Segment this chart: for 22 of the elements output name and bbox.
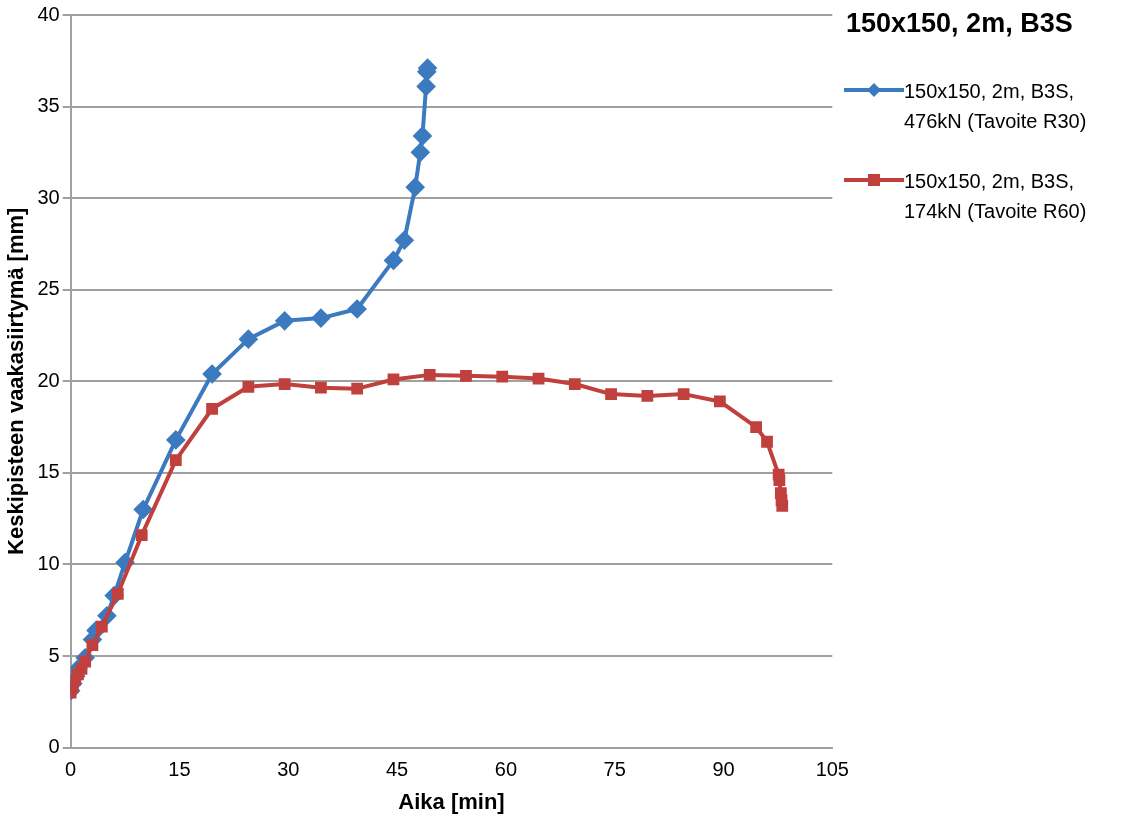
y-tick-label: 20 bbox=[37, 368, 60, 391]
y-tick-label: 0 bbox=[48, 735, 60, 758]
text: 150x150, 2m, B3S bbox=[846, 8, 1074, 39]
y-tick-label: 35 bbox=[37, 94, 60, 117]
x-tick-label: 30 bbox=[277, 758, 300, 781]
x-tick-label: 45 bbox=[385, 758, 409, 781]
legend-label: 150x150, 2m, B3S, 174kN (Tavoite R60) bbox=[904, 169, 1088, 224]
x-tick-label: 75 bbox=[603, 758, 626, 781]
y-tick-label: 40 bbox=[37, 2, 60, 25]
y-tick-label: 10 bbox=[37, 551, 60, 574]
x-tick-label: 0 bbox=[65, 758, 77, 781]
y-tick-label: 15 bbox=[37, 460, 60, 483]
x-tick-label: 90 bbox=[712, 758, 735, 781]
y-tick-label: 30 bbox=[37, 185, 60, 208]
x-tick-label: 105 bbox=[815, 758, 849, 781]
legend-label: 150x150, 2m, B3S, 476kN (Tavoite R30) bbox=[904, 79, 1088, 134]
y-tick-label: 5 bbox=[48, 643, 60, 666]
x-axis-title: Aika [min] bbox=[398, 788, 505, 814]
x-tick-label: 15 bbox=[168, 758, 191, 781]
x-tick-label: 60 bbox=[494, 758, 518, 781]
y-axis-title: Keskipisteen vaakasiirtymä [mm] bbox=[3, 207, 29, 555]
y-tick-label: 25 bbox=[37, 277, 60, 300]
